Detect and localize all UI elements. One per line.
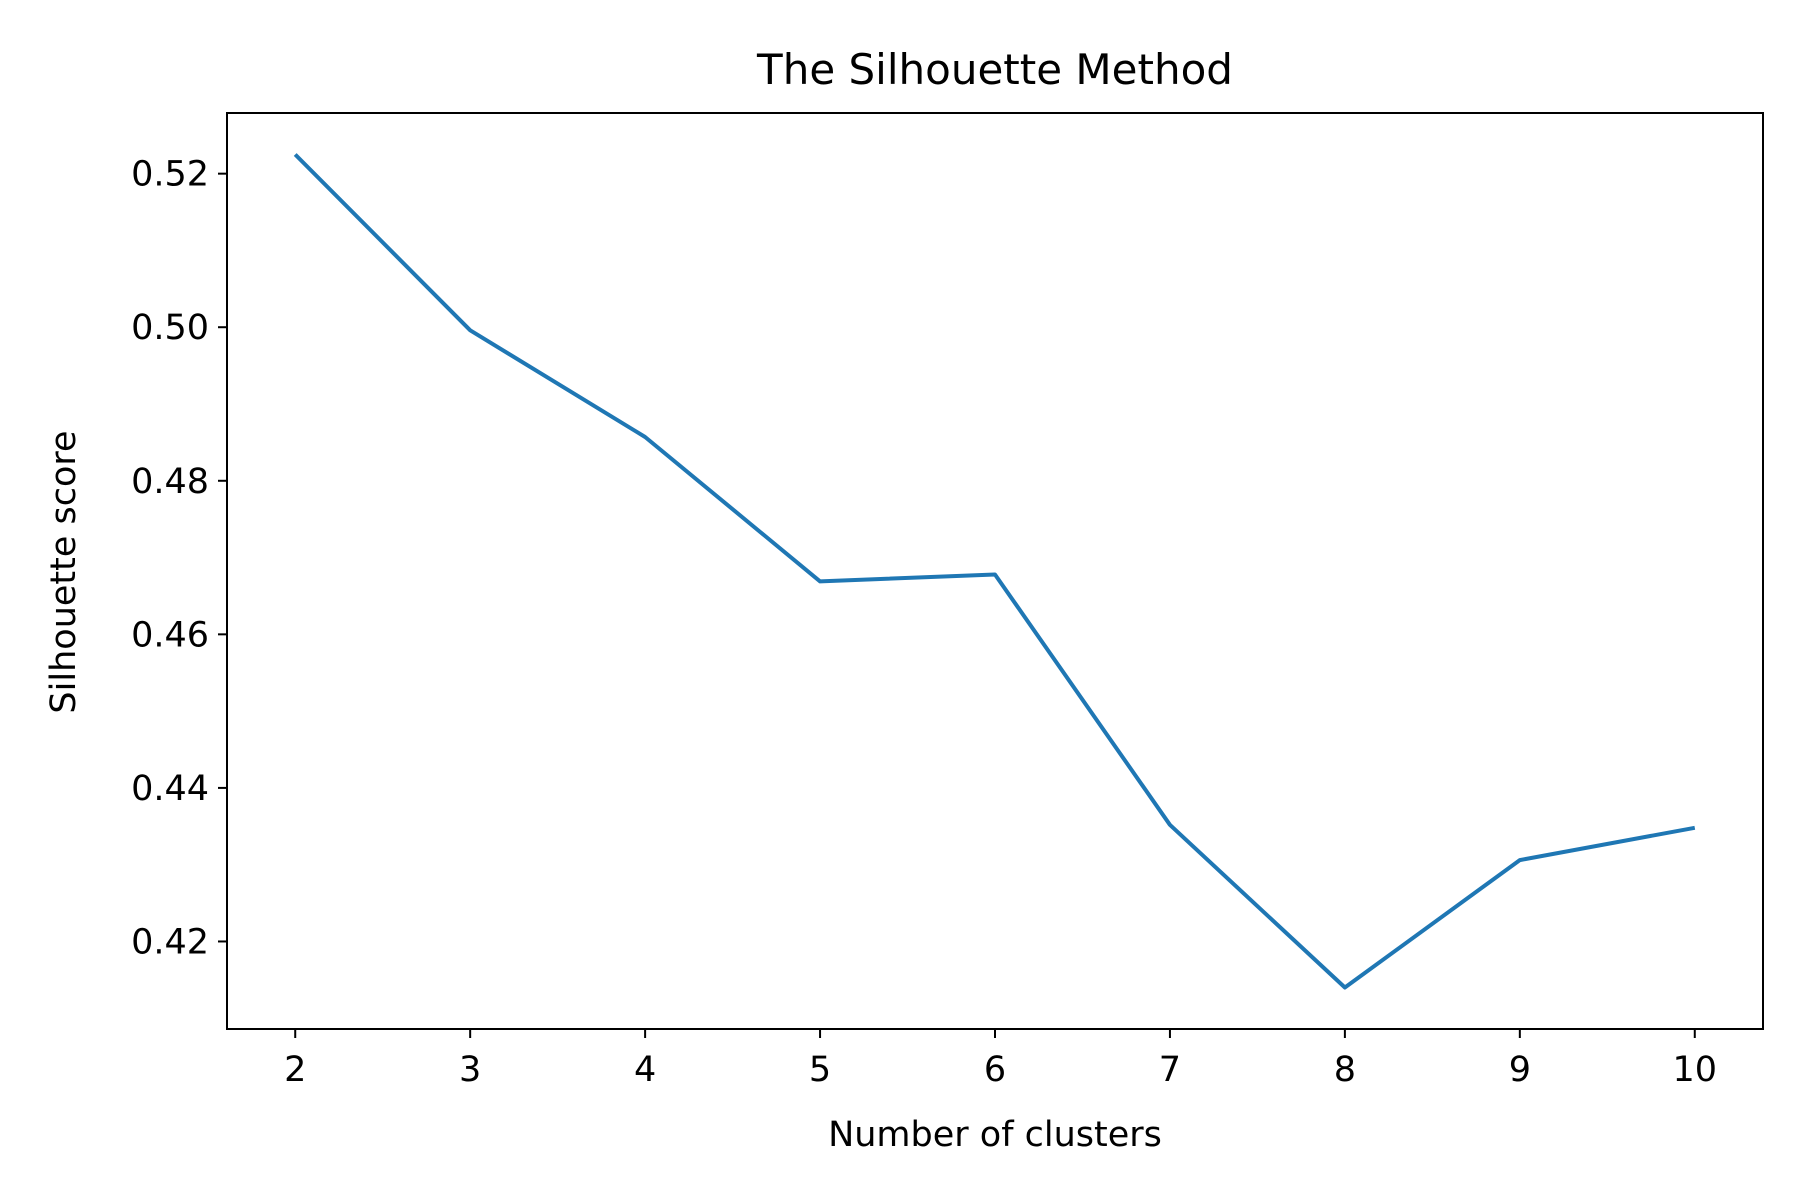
axes-frame: [226, 112, 1764, 1030]
x-tick-label: 8: [1334, 1050, 1356, 1090]
series-line-0: [293, 153, 1696, 990]
y-axis-label: Silhouette score: [44, 430, 84, 713]
chart-title: The Silhouette Method: [756, 45, 1233, 94]
x-tick-label: 3: [459, 1050, 481, 1090]
x-tick-label: 9: [1509, 1050, 1531, 1090]
x-tick-label: 5: [809, 1050, 831, 1090]
x-tick-label: 7: [1159, 1050, 1181, 1090]
plot-area: 2 3 4 5 6 7 8 9 10 0.42 0.44 0.46 0.48 0.50 0.52: [131, 112, 1764, 1090]
y-tick-label: 0.44: [131, 769, 209, 809]
x-tick-label: 6: [984, 1050, 1006, 1090]
y-tick-label: 0.52: [131, 155, 209, 195]
y-tick-label: 0.42: [131, 922, 209, 962]
x-axis-label: Number of clusters: [828, 1115, 1162, 1155]
x-tick-label: 4: [634, 1050, 656, 1090]
x-tick-label: 10: [1672, 1050, 1717, 1090]
x-tick-label: 2: [284, 1050, 306, 1090]
y-tick-label: 0.46: [131, 615, 209, 655]
y-tick-label: 0.50: [131, 308, 209, 348]
y-tick-label: 0.48: [131, 462, 209, 502]
